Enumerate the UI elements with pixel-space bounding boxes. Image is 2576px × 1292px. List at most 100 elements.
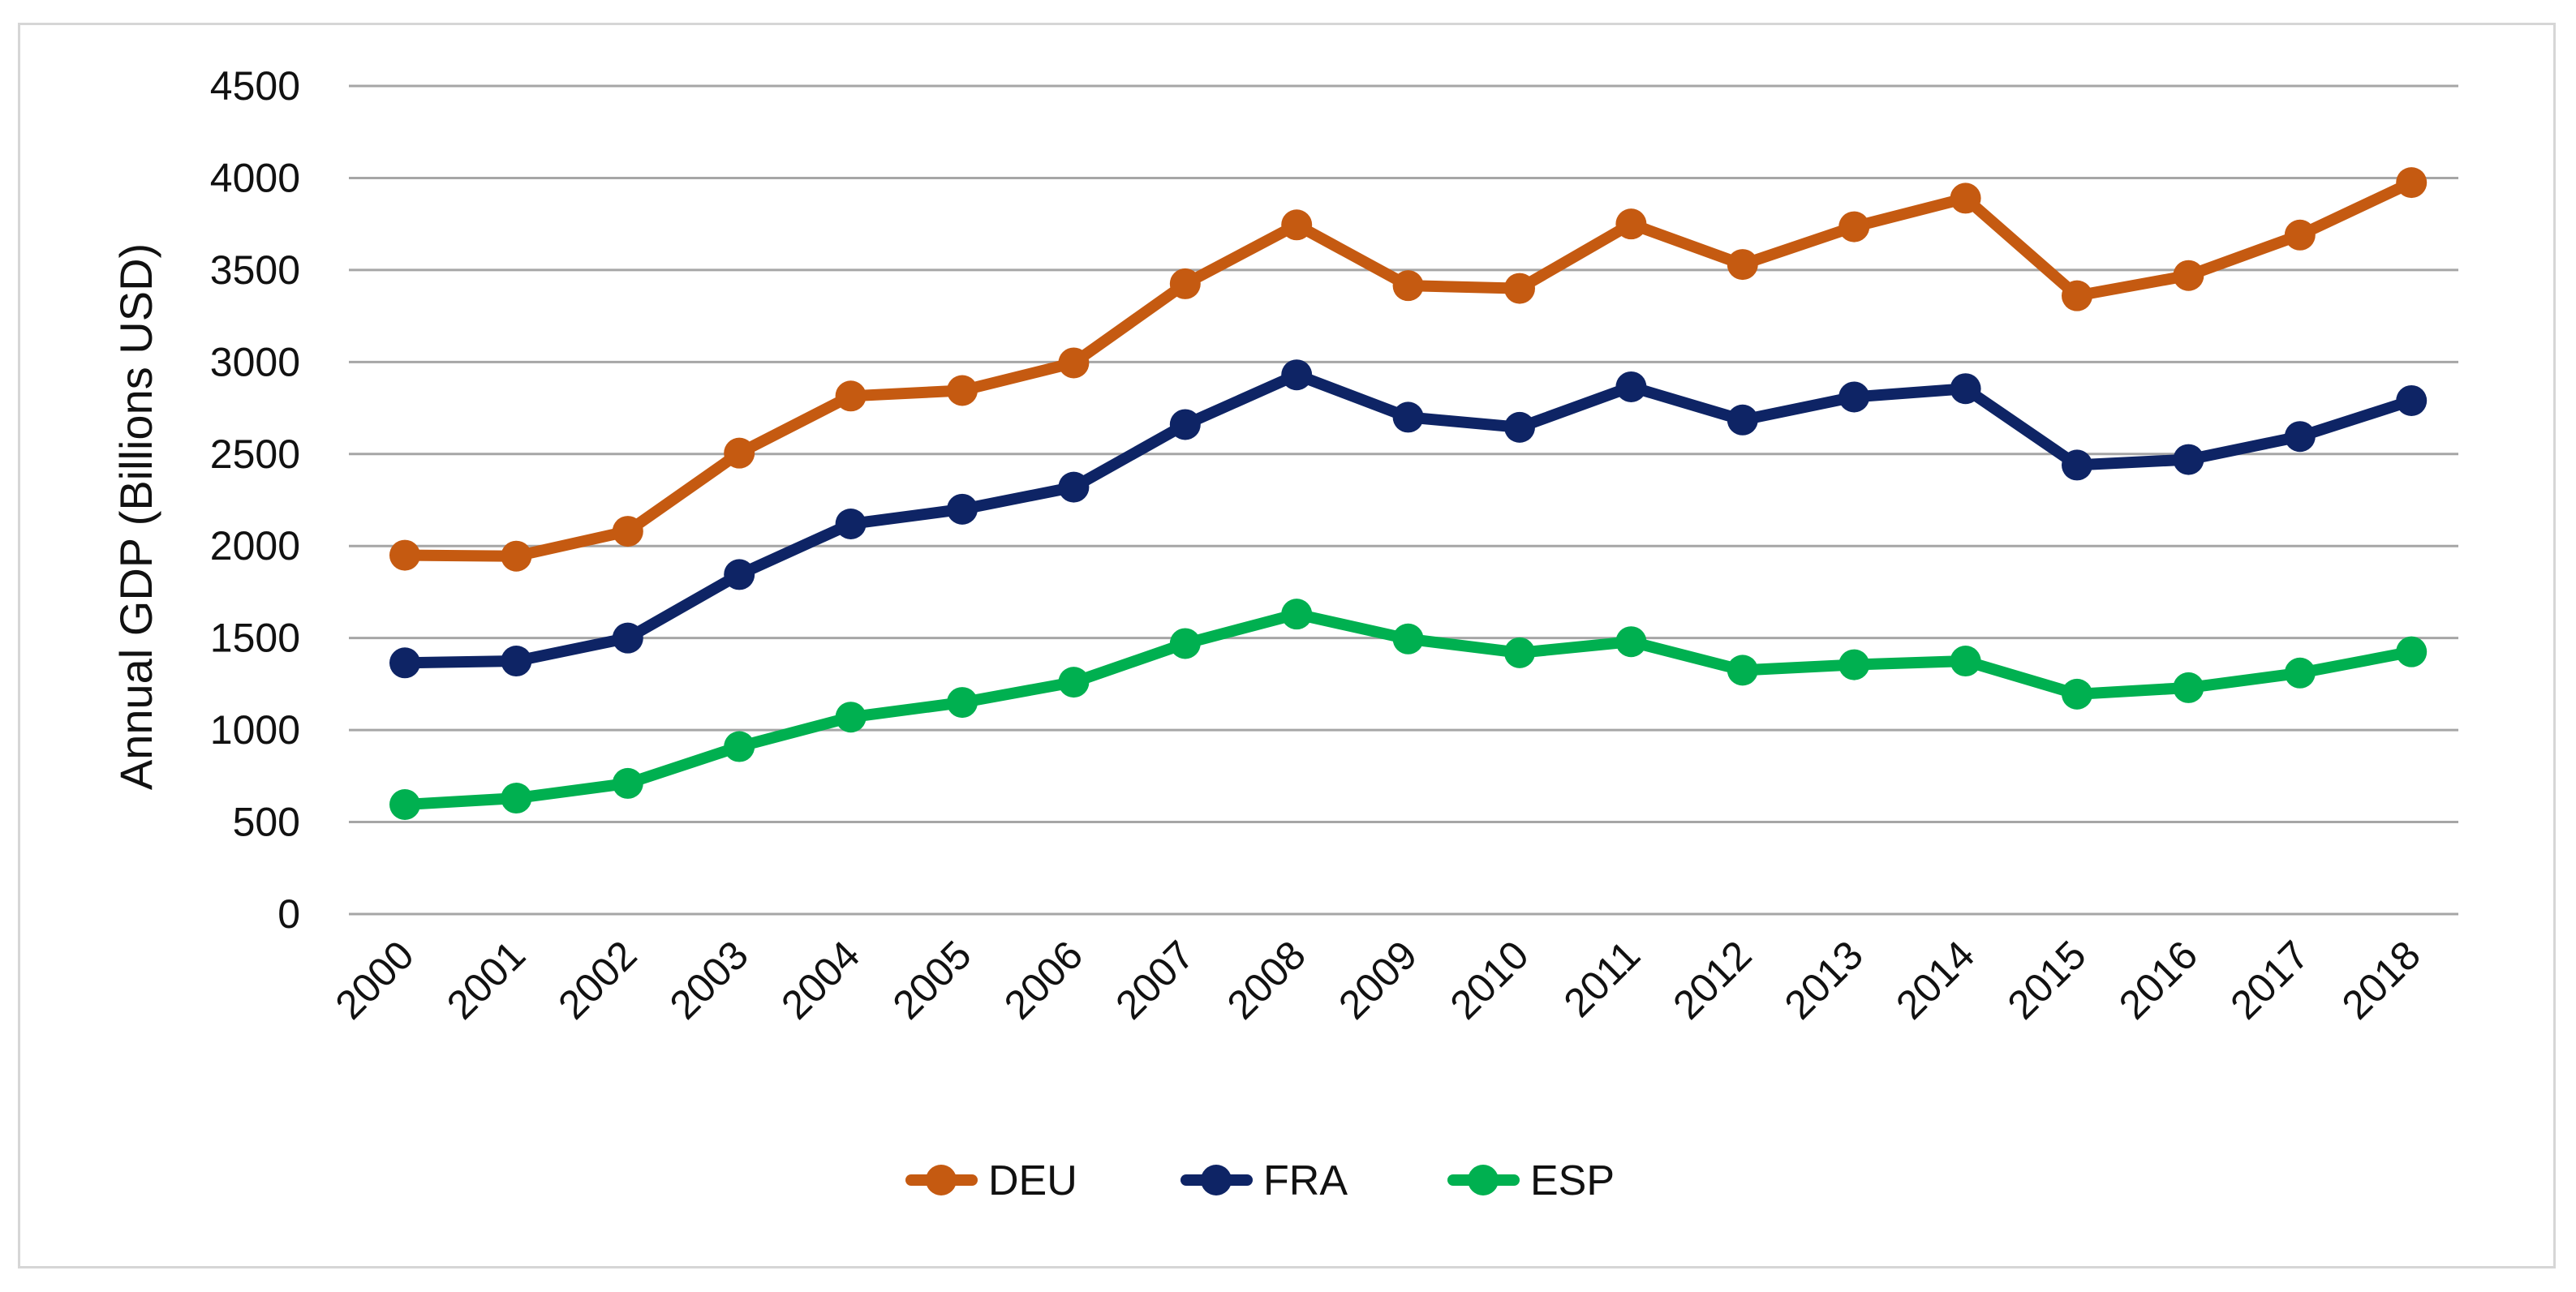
y-tick-label: 1500 — [210, 616, 300, 661]
data-point-fra-2003 — [724, 559, 755, 590]
y-tick-label: 2000 — [210, 523, 300, 569]
data-point-esp-2013 — [1838, 649, 1870, 680]
data-point-esp-2011 — [1615, 626, 1647, 658]
legend-label: DEU — [988, 1157, 1077, 1204]
x-tick-label: 2008 — [1219, 932, 1314, 1028]
data-point-fra-2006 — [1058, 471, 1090, 503]
data-point-deu-2013 — [1838, 211, 1870, 243]
chart-frame: 0 500 1000 1500 2000 2500 3000 3500 4000 4500 200… — [18, 23, 2556, 1268]
data-point-fra-2014 — [1950, 373, 1981, 405]
data-point-fra-2007 — [1169, 409, 1201, 440]
x-tick-label: 2010 — [1442, 932, 1537, 1028]
y-tick-label: 0 — [277, 891, 300, 937]
data-point-fra-2005 — [947, 493, 978, 525]
data-point-fra-2018 — [2396, 384, 2428, 416]
legend-item-fra: FRA — [1180, 1157, 1348, 1204]
x-tick-label: 2016 — [2110, 932, 2206, 1028]
legend-swatch-marker — [1468, 1165, 1499, 1195]
y-tick-label: 4500 — [210, 63, 300, 109]
data-point-esp-2015 — [2062, 678, 2092, 710]
x-tick-label: 2015 — [1999, 932, 2095, 1028]
data-point-fra-2010 — [1504, 411, 1535, 443]
y-tick-label: 500 — [233, 800, 300, 845]
legend: DEU FRA ESP — [905, 1157, 1615, 1204]
x-tick-label: 2007 — [1107, 932, 1202, 1028]
data-point-fra-2002 — [612, 622, 643, 654]
x-tick-label: 2018 — [2333, 932, 2429, 1028]
data-point-esp-2002 — [612, 767, 643, 799]
data-point-esp-2009 — [1392, 623, 1424, 655]
data-point-deu-2014 — [1950, 182, 1981, 214]
data-point-esp-2018 — [2396, 636, 2428, 667]
legend-label: FRA — [1263, 1157, 1348, 1204]
data-point-deu-2009 — [1392, 270, 1424, 302]
data-point-esp-2014 — [1950, 646, 1981, 677]
data-point-esp-2001 — [501, 783, 532, 814]
data-point-esp-2005 — [947, 687, 978, 719]
series-lines — [389, 167, 2428, 821]
y-axis-title: Annual GDP (Billions USD) — [110, 243, 161, 790]
legend-swatch-marker — [1201, 1165, 1232, 1195]
y-tick-label: 3500 — [210, 247, 300, 293]
data-point-deu-2007 — [1169, 268, 1201, 299]
data-point-deu-2015 — [2062, 280, 2092, 311]
x-tick-label: 2012 — [1664, 932, 1760, 1028]
data-point-deu-2005 — [947, 375, 978, 406]
data-point-esp-2003 — [724, 731, 755, 762]
x-tick-label: 2006 — [996, 932, 1091, 1028]
data-point-fra-2011 — [1615, 371, 1647, 402]
data-point-deu-2006 — [1058, 347, 1090, 379]
line-chart: 0 500 1000 1500 2000 2500 3000 3500 4000 4500 200… — [110, 63, 2458, 1204]
data-point-fra-2012 — [1727, 404, 1758, 436]
series-esp — [389, 599, 2428, 821]
series-line-deu — [399, 177, 2418, 562]
y-tick-label: 1000 — [210, 707, 300, 753]
data-point-deu-2010 — [1504, 273, 1535, 304]
data-point-esp-2012 — [1727, 655, 1758, 686]
x-tick-label: 2000 — [327, 932, 423, 1028]
data-point-fra-2009 — [1392, 401, 1424, 433]
data-point-deu-2018 — [2396, 167, 2428, 199]
x-axis-ticks: 2000 2001 2002 2003 2004 2005 2006 2007 2008 2009… — [327, 932, 2429, 1028]
data-point-fra-2015 — [2062, 449, 2092, 481]
x-tick-label: 2002 — [549, 932, 645, 1028]
data-point-fra-2008 — [1281, 359, 1313, 391]
series-deu — [389, 167, 2428, 572]
data-point-fra-2000 — [389, 647, 420, 679]
data-point-fra-2016 — [2173, 444, 2204, 475]
data-point-deu-2016 — [2173, 260, 2204, 291]
x-tick-label: 2001 — [438, 932, 534, 1028]
gridlines — [349, 84, 2458, 916]
data-point-esp-2000 — [389, 789, 420, 821]
legend-swatch-marker — [926, 1165, 957, 1195]
y-tick-label: 2500 — [210, 431, 300, 477]
y-tick-label: 3000 — [210, 339, 300, 384]
data-point-esp-2010 — [1504, 637, 1535, 668]
data-point-deu-2000 — [389, 539, 420, 571]
legend-item-deu: DEU — [905, 1157, 1077, 1204]
data-point-fra-2017 — [2284, 421, 2316, 453]
data-point-esp-2016 — [2173, 672, 2204, 703]
data-point-deu-2012 — [1727, 249, 1758, 281]
y-axis-ticks: 0 500 1000 1500 2000 2500 3000 3500 4000 4500 — [210, 63, 300, 937]
data-point-deu-2011 — [1615, 208, 1647, 240]
data-point-esp-2004 — [835, 702, 867, 733]
data-point-deu-2002 — [612, 516, 643, 547]
data-point-deu-2004 — [835, 380, 867, 412]
legend-item-esp: ESP — [1447, 1157, 1615, 1204]
data-point-deu-2008 — [1281, 209, 1313, 241]
series-fra — [389, 359, 2428, 679]
data-point-fra-2013 — [1838, 381, 1870, 413]
data-point-deu-2017 — [2284, 219, 2316, 251]
data-point-esp-2008 — [1281, 599, 1313, 630]
x-tick-label: 2013 — [1776, 932, 1872, 1028]
data-point-fra-2004 — [835, 508, 867, 539]
x-tick-label: 2014 — [1887, 932, 1983, 1028]
data-point-fra-2001 — [501, 646, 532, 677]
y-tick-label: 4000 — [210, 155, 300, 200]
x-tick-label: 2011 — [1555, 932, 1649, 1026]
data-point-deu-2001 — [501, 540, 532, 572]
x-tick-label: 2003 — [661, 932, 757, 1028]
data-point-esp-2017 — [2284, 657, 2316, 689]
x-tick-label: 2005 — [884, 932, 980, 1028]
